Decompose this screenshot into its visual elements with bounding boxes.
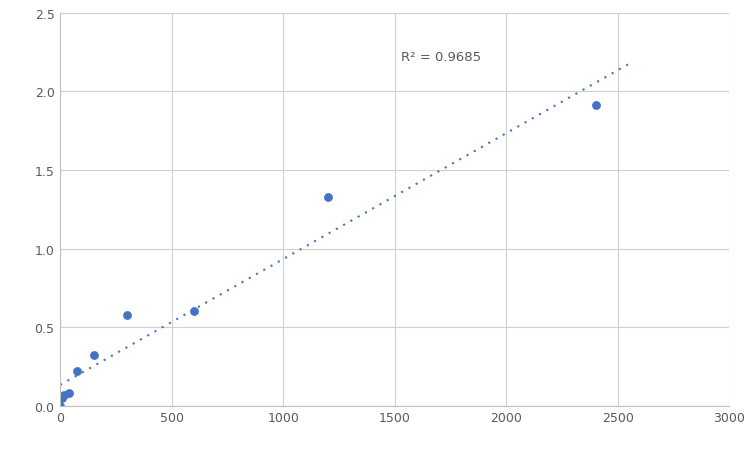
- Point: [188, 308, 200, 315]
- Point: [87, 352, 99, 359]
- Point: [121, 311, 133, 318]
- Point: [62, 390, 74, 397]
- Point: [590, 102, 602, 110]
- Point: [59, 391, 71, 399]
- Text: R² = 0.9685: R² = 0.9685: [402, 51, 481, 64]
- Point: [54, 402, 66, 410]
- Point: [71, 368, 83, 375]
- Point: [56, 395, 68, 402]
- Point: [322, 193, 334, 201]
